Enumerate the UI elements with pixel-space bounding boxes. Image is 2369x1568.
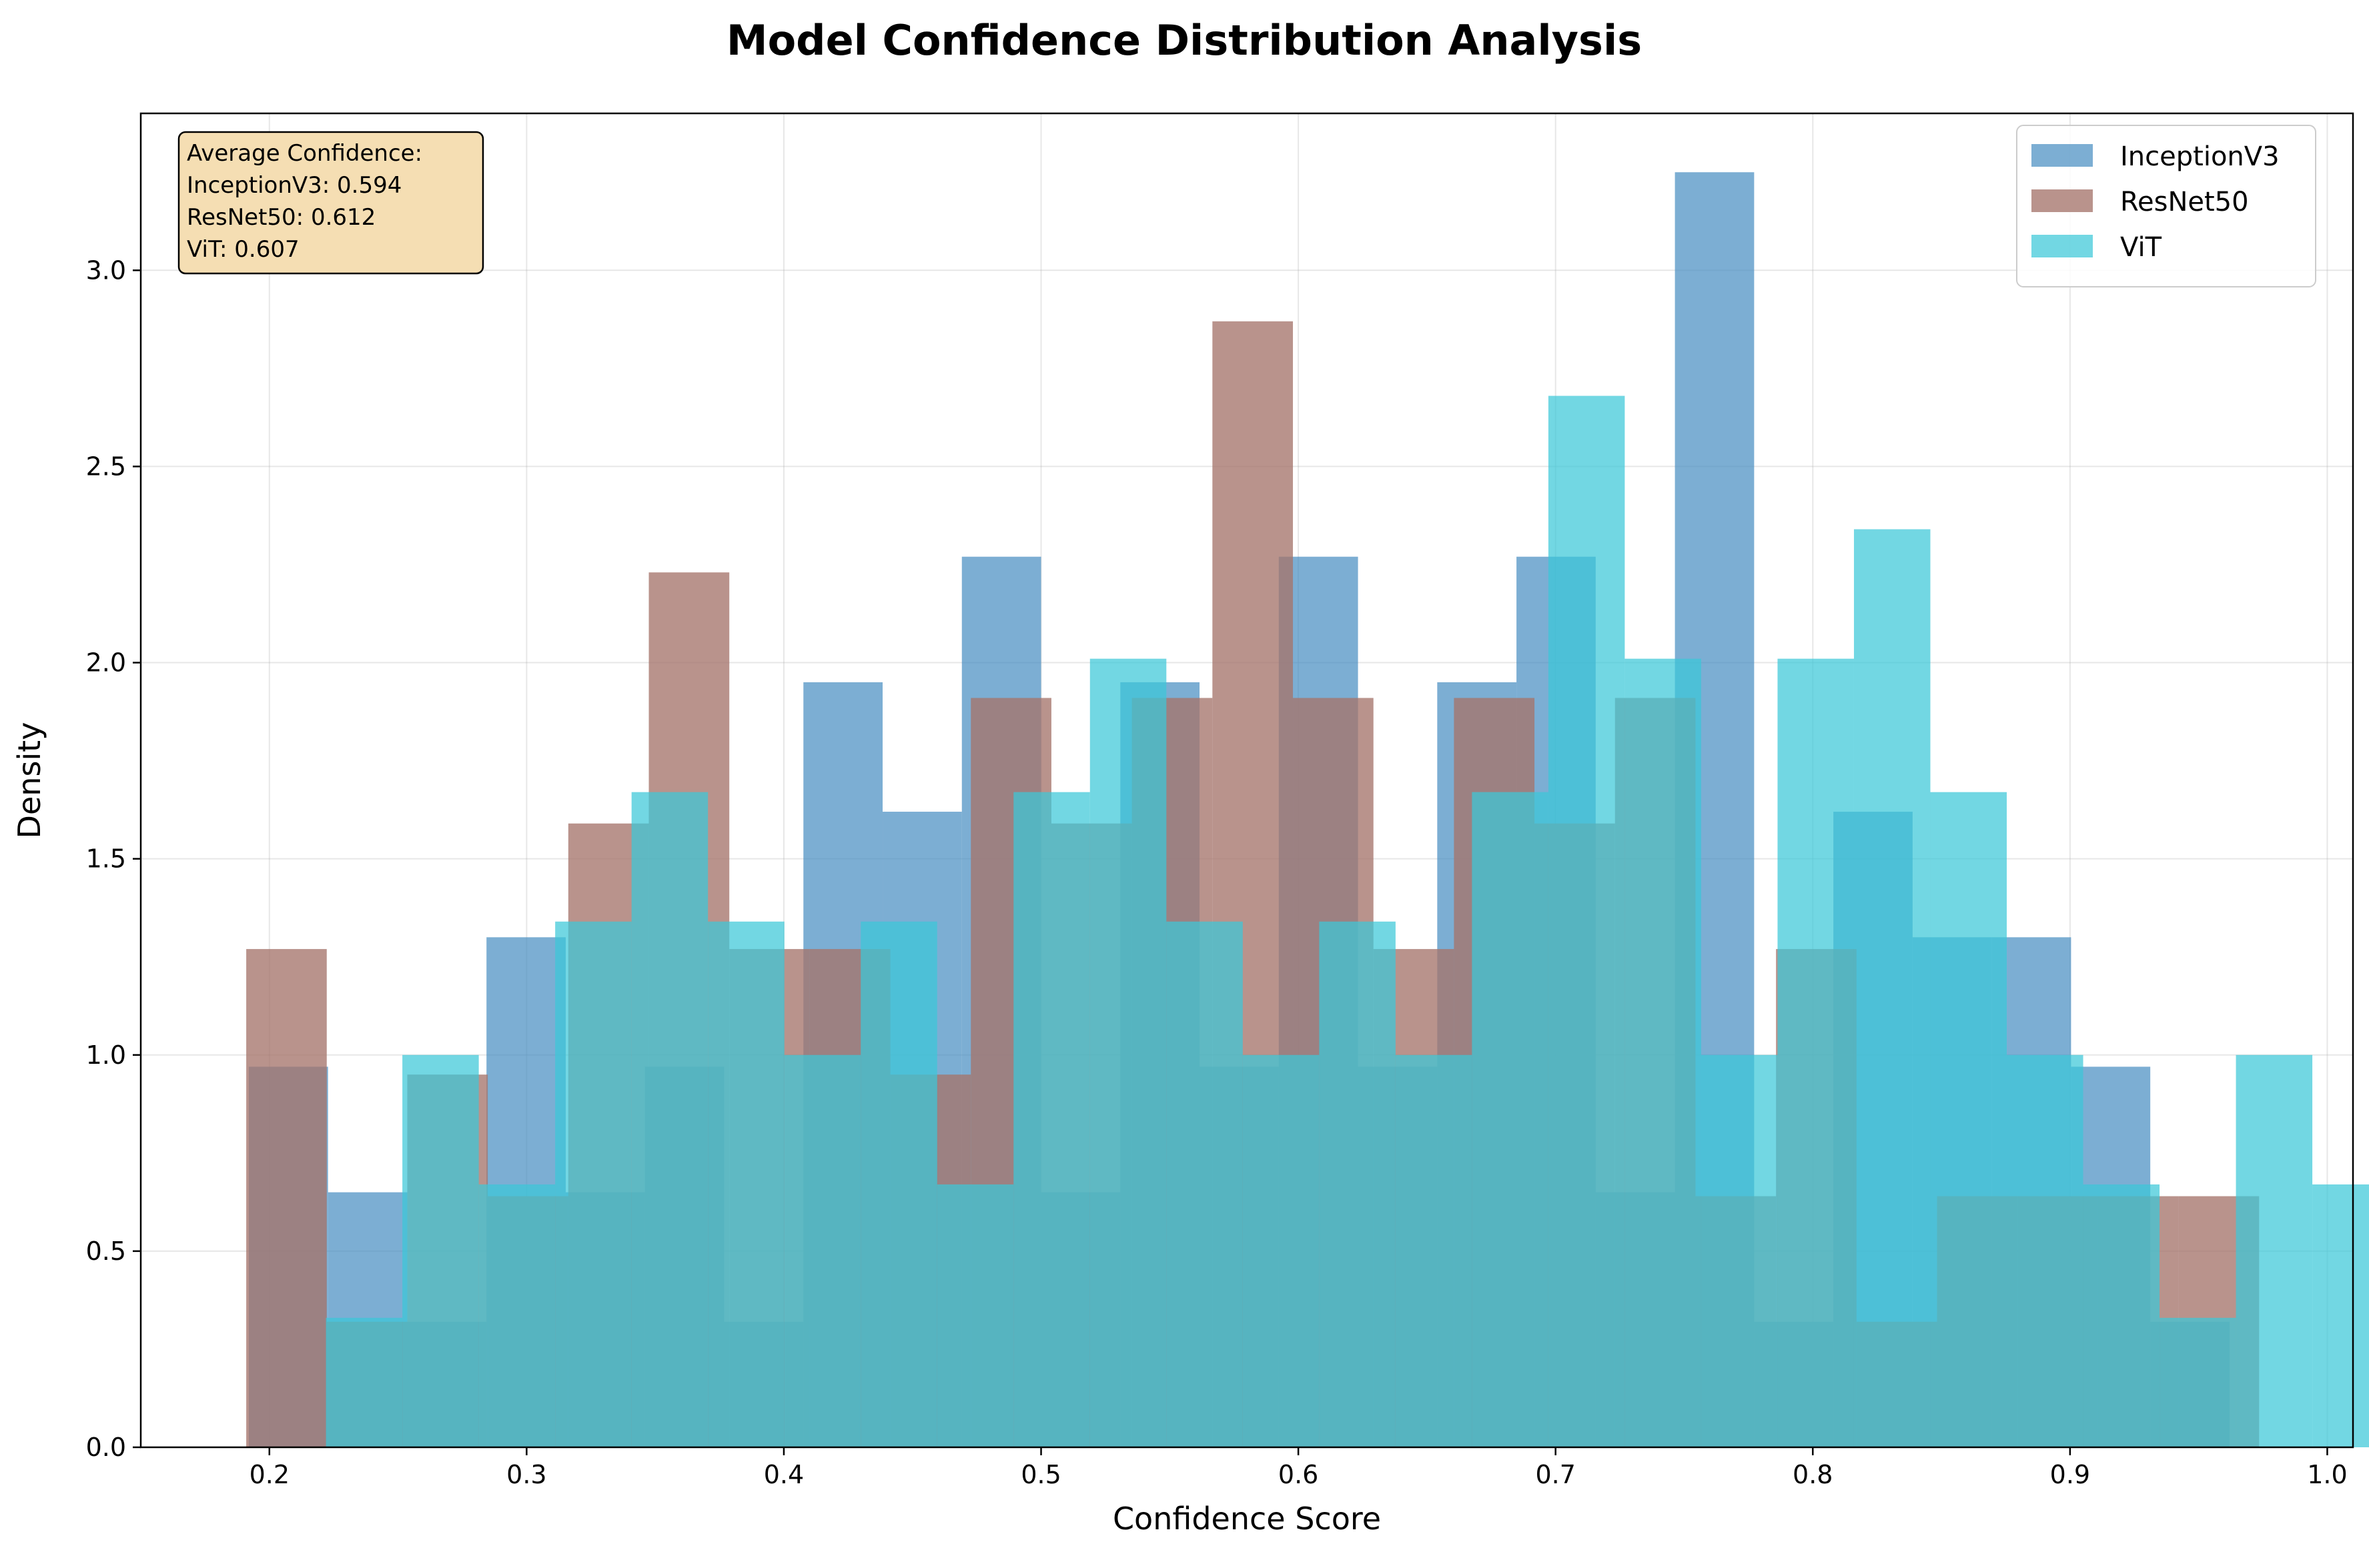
histogram-bar-vit [1701,1054,1778,1447]
y-tick-label: 1.0 [86,1040,126,1070]
histogram-bar-vit [1013,792,1090,1447]
annotation-box [177,131,484,275]
x-tick-label: 0.4 [764,1460,804,1489]
x-tick-label: 1.0 [2307,1460,2347,1489]
y-axis-label: Density [11,722,47,839]
histogram-bar-vit [326,1317,403,1447]
x-axis-label: Confidence Score [1113,1501,1381,1537]
x-tick-label: 0.9 [2050,1460,2090,1489]
histogram-bar-vit [1548,396,1625,1447]
legend: InceptionV3 ResNet50 ViT [2016,125,2316,287]
legend-label: ResNet50 [2120,187,2249,217]
x-tick-label: 0.7 [1535,1460,1575,1489]
x-tick-label: 0.8 [1793,1460,1833,1489]
annotation-line: Average Confidence: [187,140,422,167]
annotation-line: InceptionV3: 0.594 [187,172,402,199]
histogram-bar-vit [2083,1184,2160,1447]
histogram-bar-vit [2007,1054,2083,1447]
bars [246,172,2369,1448]
histogram-bar-vit [1472,792,1548,1447]
histogram-bar-vit [937,1184,1014,1447]
histogram-bar-vit [1242,1054,1320,1447]
histogram-bar-vit [402,1054,479,1447]
chart-title: Model Confidence Distribution Analysis [727,16,1642,65]
histogram-bar-vit [1395,1054,1472,1447]
legend-label: InceptionV3 [2120,141,2280,172]
histogram-bar-vit [1624,658,1701,1448]
annotation-line: ViT: 0.607 [187,236,300,263]
histogram-bar-vit [478,1184,556,1447]
legend-swatch [2031,144,2093,167]
y-tick-label: 2.5 [86,452,126,481]
series-vit [326,396,2369,1448]
histogram-bar-vit [631,792,708,1447]
histogram-bar-vit [1853,529,1931,1447]
histogram-bar-vit [1930,792,2007,1447]
average-confidence-annotation: Average Confidence: InceptionV3: 0.594 Res… [177,131,484,275]
legend-swatch [2031,189,2093,212]
y-tick-label: 1.5 [86,844,126,874]
histogram-bar-resnet50 [246,948,327,1447]
histogram-bar-vit [784,1054,861,1447]
histogram-bar-vit [2160,1317,2236,1447]
x-tick-label: 0.2 [250,1460,290,1489]
histogram-bar-vit [708,921,785,1447]
histogram-bar-vit [1319,921,1396,1447]
y-tick-label: 2.0 [86,648,126,678]
histogram-bar-vit [2236,1054,2313,1447]
x-tick-label: 0.5 [1021,1460,1061,1489]
annotation-line: ResNet50: 0.612 [187,204,376,231]
y-tick-label: 0.5 [86,1237,126,1266]
histogram-bar-vit [2312,1184,2369,1447]
plot-frame [139,112,2354,1449]
histogram-bar-vit [1777,658,1854,1448]
x-tick-label: 0.6 [1278,1460,1318,1489]
histogram-bar-vit [555,921,632,1447]
legend-label: ViT [2120,232,2162,263]
histogram-bar-vit [1089,658,1167,1448]
histogram-bar-vit [861,921,937,1447]
x-tick-label: 0.3 [506,1460,546,1489]
histogram-bar-vit [1166,921,1243,1447]
y-tick-label: 3.0 [86,255,126,285]
y-tick-label: 0.0 [86,1433,126,1462]
legend-swatch [2031,235,2093,257]
axis-ticks: 0.2 0.3 0.4 0.5 0.6 0.7 0.8 0.9 1.0 0.0 0.5 1.0 1.5 2… [86,255,2348,1489]
